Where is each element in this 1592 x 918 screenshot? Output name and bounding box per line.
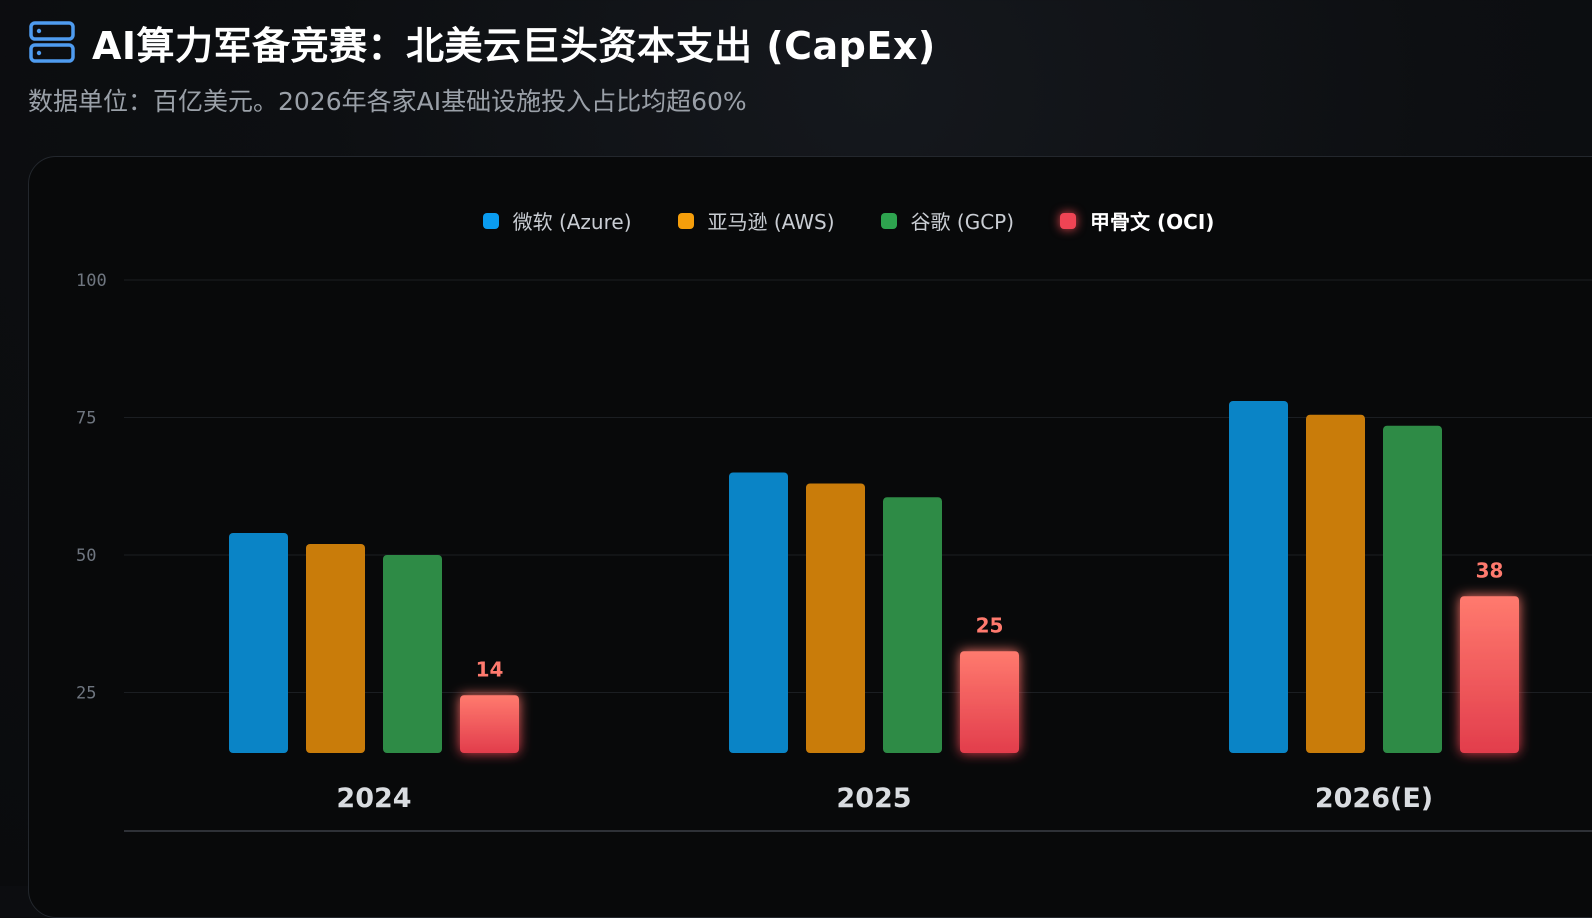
- data-label: 25: [976, 613, 1004, 637]
- y-tick-label: 100: [76, 271, 107, 291]
- bar: [806, 483, 865, 753]
- header: AI算力军备竞赛：北美云巨头资本支出 (CapEx) 数据单位：百亿美元。202…: [28, 12, 936, 118]
- bar: [1229, 401, 1288, 753]
- legend-item-oci[interactable]: 甲骨文 (OCI): [1060, 206, 1214, 235]
- legend-label-azure: 微软 (Azure): [512, 210, 632, 234]
- page-title: AI算力军备竞赛：北美云巨头资本支出 (CapEx): [92, 23, 936, 68]
- bar: [460, 695, 519, 753]
- bar-chart: 25 50 75 100 14 25 38 2024 2025 2026(E): [76, 271, 1592, 832]
- data-label: 14: [476, 657, 504, 681]
- legend-label-aws: 亚马逊 (AWS): [707, 210, 835, 234]
- bar: [729, 472, 788, 753]
- legend-label-oci: 甲骨文 (OCI): [1090, 210, 1215, 234]
- chart-legend: 微软 (Azure) 亚马逊 (AWS) 谷歌 (GCP) 甲骨文 (OCI): [0, 206, 1592, 235]
- legend-swatch-gcp: [880, 212, 897, 229]
- x-tick-label: 2026(E): [1315, 783, 1433, 814]
- y-axis-ticks: 25 50 75 100: [76, 271, 107, 704]
- x-tick-label: 2025: [836, 783, 911, 814]
- y-tick-label: 50: [76, 546, 96, 566]
- server-stack-icon: [28, 18, 76, 66]
- bar: [1383, 425, 1442, 753]
- bar: [229, 533, 288, 753]
- bar: [306, 544, 365, 753]
- legend-item-gcp[interactable]: 谷歌 (GCP): [880, 206, 1015, 235]
- legend-item-aws[interactable]: 亚马逊 (AWS): [677, 206, 835, 235]
- bar: [960, 651, 1019, 753]
- data-label: 38: [1476, 558, 1504, 582]
- legend-swatch-aws: [677, 212, 694, 229]
- bar: [883, 497, 942, 753]
- legend-item-azure[interactable]: 微软 (Azure): [482, 206, 632, 235]
- page-subtitle: 数据单位：百亿美元。2026年各家AI基础设施投入占比均超60%: [28, 87, 747, 116]
- bar: [1306, 414, 1365, 753]
- bar: [1460, 596, 1519, 753]
- x-axis: 2024 2025 2026(E): [124, 783, 1592, 832]
- legend-swatch-azure: [482, 212, 499, 229]
- bar: [383, 555, 442, 753]
- y-tick-label: 25: [76, 684, 96, 704]
- x-tick-label: 2024: [336, 783, 411, 814]
- legend-label-gcp: 谷歌 (GCP): [910, 210, 1015, 234]
- legend-swatch-oci: [1060, 212, 1077, 229]
- bars: [229, 401, 1519, 753]
- title-row: AI算力军备竞赛：北美云巨头资本支出 (CapEx): [28, 12, 936, 72]
- data-labels: 14 25 38: [476, 558, 1504, 681]
- y-tick-label: 75: [76, 409, 96, 429]
